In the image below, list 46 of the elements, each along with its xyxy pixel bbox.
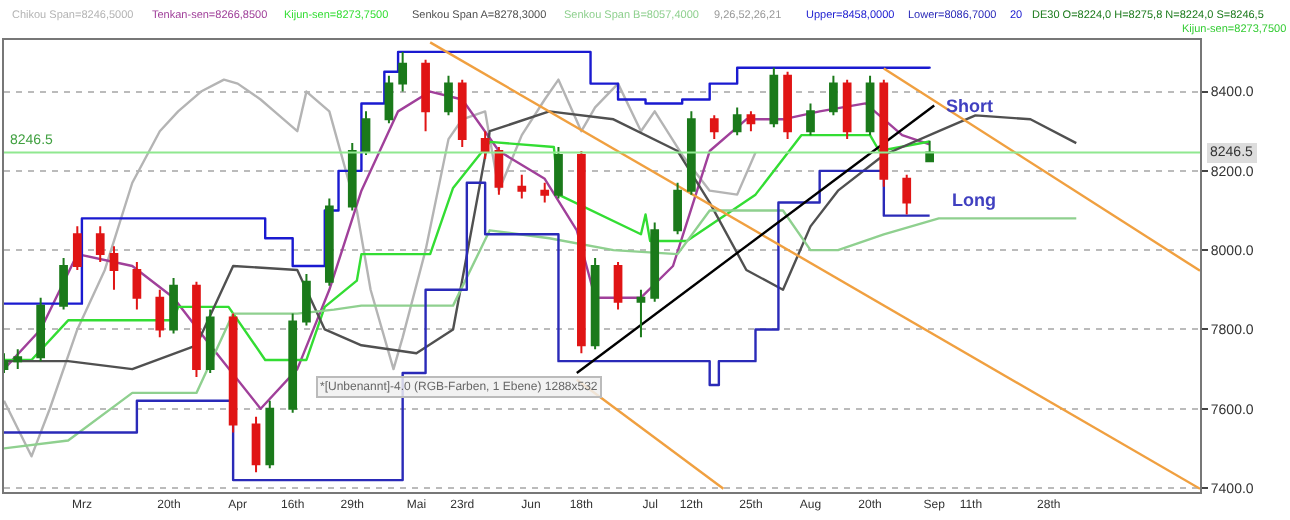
candlestick: [265, 399, 275, 470]
candlestick: [842, 78, 852, 141]
candlestick: [457, 78, 467, 149]
candlestick: [554, 146, 563, 200]
candlestick: [709, 114, 719, 141]
candlestick: [347, 142, 357, 212]
candlestick: [902, 173, 912, 216]
candlestick: [480, 130, 490, 160]
candlestick: [494, 146, 504, 196]
candlestick: [517, 173, 527, 200]
candlestick: [205, 308, 215, 375]
candlestick: [925, 139, 934, 163]
candlestick: [324, 197, 334, 287]
candlestick: [650, 221, 660, 303]
candlestick: [109, 245, 119, 291]
candlestick: [590, 257, 600, 351]
candlestick: [577, 150, 586, 355]
candlestick: [636, 288, 646, 339]
candlestick: [132, 261, 142, 311]
candlestick: [95, 225, 105, 264]
candlestick: [865, 74, 875, 137]
candlestick: [673, 181, 682, 236]
candlestick: [613, 261, 623, 311]
candlestick: [169, 276, 178, 335]
candlestick: [769, 66, 779, 129]
candlestick: [879, 78, 889, 188]
candlestick: [398, 50, 408, 93]
candlestick: [686, 110, 696, 196]
candlestick: [302, 272, 311, 327]
candlestick: [251, 415, 261, 474]
candlestick: [155, 288, 165, 339]
candlestick: [444, 74, 453, 117]
candlestick: [540, 181, 550, 204]
candlestick: [361, 110, 371, 156]
candlestick: [384, 74, 394, 125]
candlestick: [746, 110, 756, 133]
annotation: Short: [946, 96, 993, 116]
candlestick: [806, 102, 815, 137]
candlestick: [288, 312, 298, 414]
candlestick: [228, 312, 238, 434]
annotation: Long: [952, 190, 996, 210]
candlestick: [192, 280, 201, 379]
candlestick: [783, 70, 792, 141]
candlestick: [829, 74, 838, 117]
candlestick: [732, 106, 742, 137]
candlestick: [421, 58, 430, 133]
